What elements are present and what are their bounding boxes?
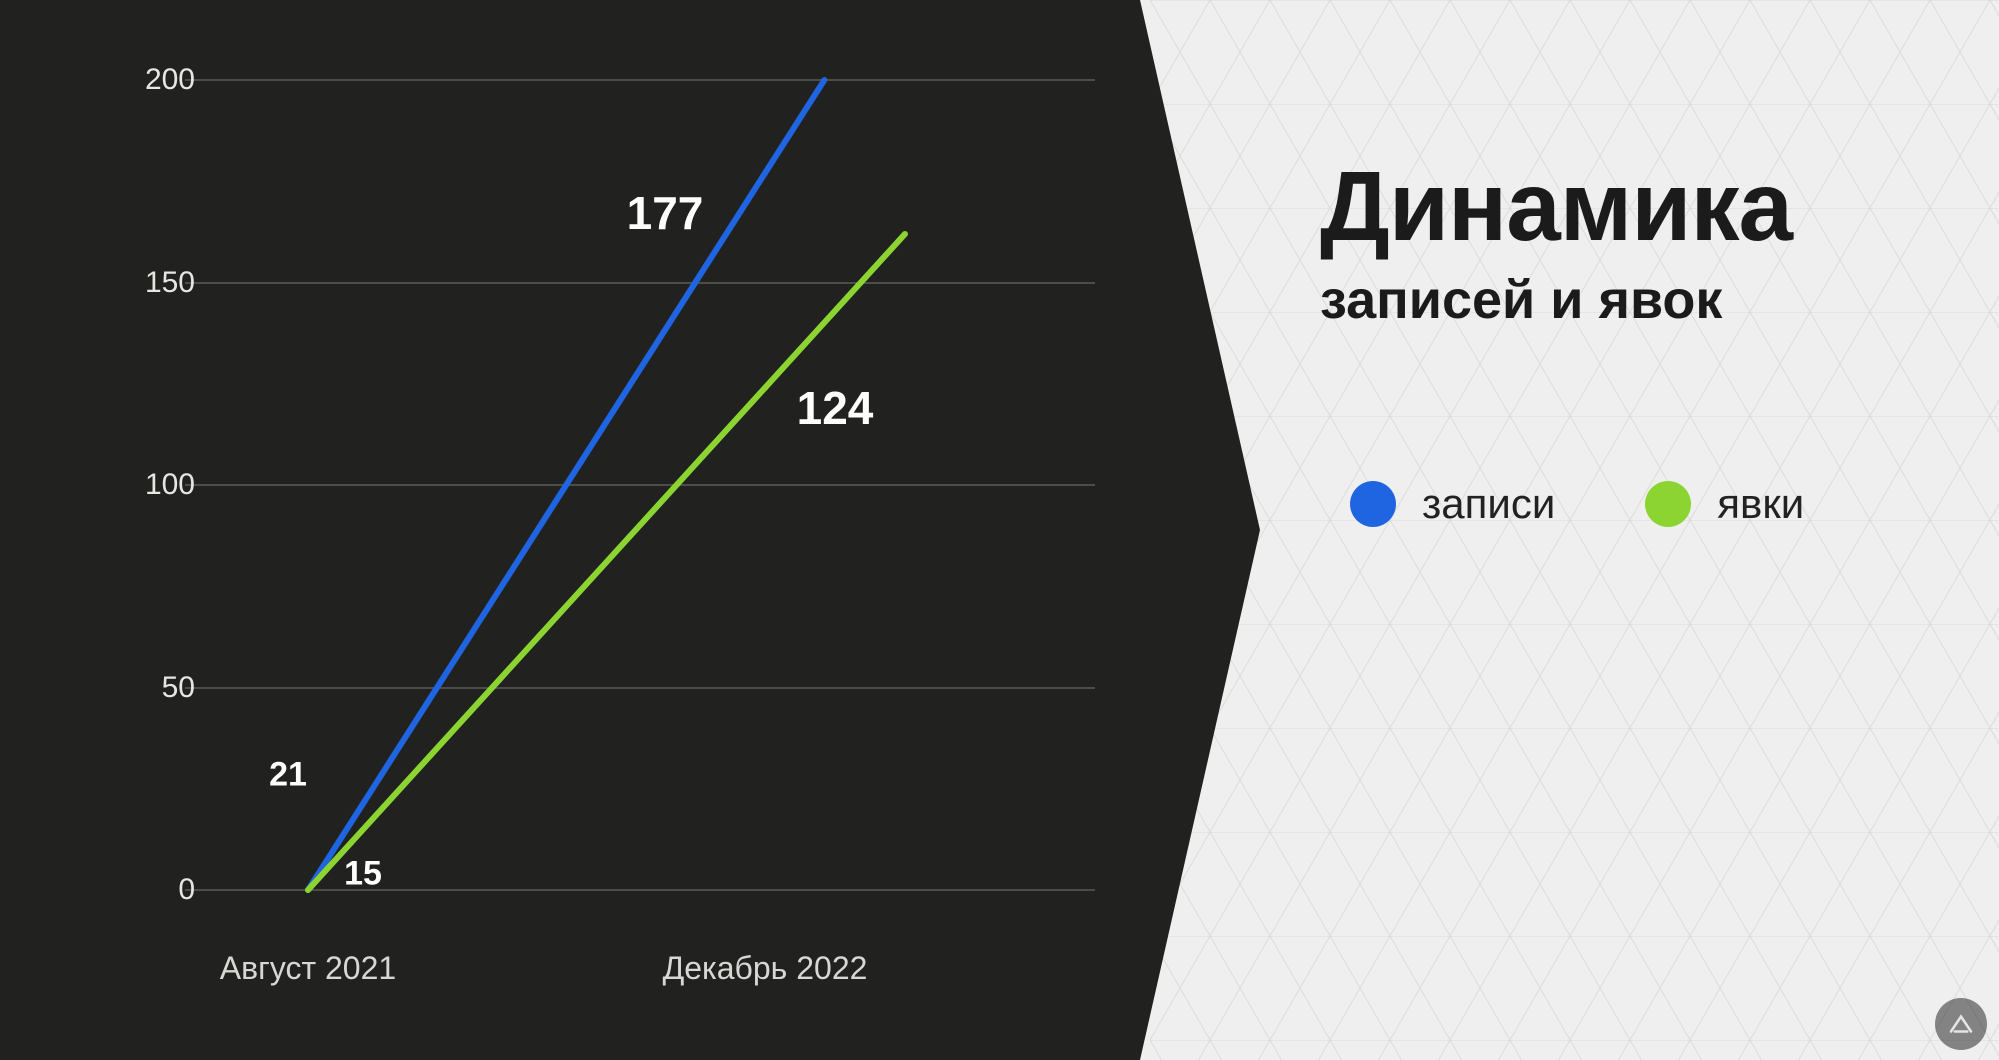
legend-dot-icon	[1350, 481, 1396, 527]
y-tick-label: 200	[115, 63, 195, 97]
slide: 0 50 100 150 200 Август 2021 Декабрь 2022 177 12…	[0, 0, 1999, 1060]
gridline	[185, 484, 1095, 486]
legend-dot-icon	[1645, 481, 1691, 527]
logo-icon	[1935, 998, 1987, 1050]
x-category-label: Декабрь 2022	[663, 950, 868, 987]
y-tick-label: 50	[115, 671, 195, 705]
value-label: 21	[269, 755, 307, 794]
legend-item: записи	[1350, 480, 1555, 528]
gridline	[185, 889, 1095, 891]
legend: записи явки	[1350, 480, 1804, 528]
title-block: Динамика записей и явок	[1320, 150, 1792, 331]
title-sub: записей и явок	[1320, 269, 1792, 331]
x-category-label: Август 2021	[220, 950, 396, 987]
legend-label: записи	[1422, 480, 1555, 528]
y-tick-label: 100	[115, 468, 195, 502]
gridline	[185, 79, 1095, 81]
gridline	[185, 687, 1095, 689]
value-label: 124	[797, 381, 874, 435]
y-tick-label: 150	[115, 266, 195, 300]
legend-label: явки	[1717, 480, 1804, 528]
y-tick-label: 0	[115, 873, 195, 907]
value-label: 177	[627, 186, 704, 240]
gridline	[185, 282, 1095, 284]
legend-item: явки	[1645, 480, 1804, 528]
title-main: Динамика	[1320, 150, 1792, 263]
value-label: 15	[344, 855, 382, 894]
